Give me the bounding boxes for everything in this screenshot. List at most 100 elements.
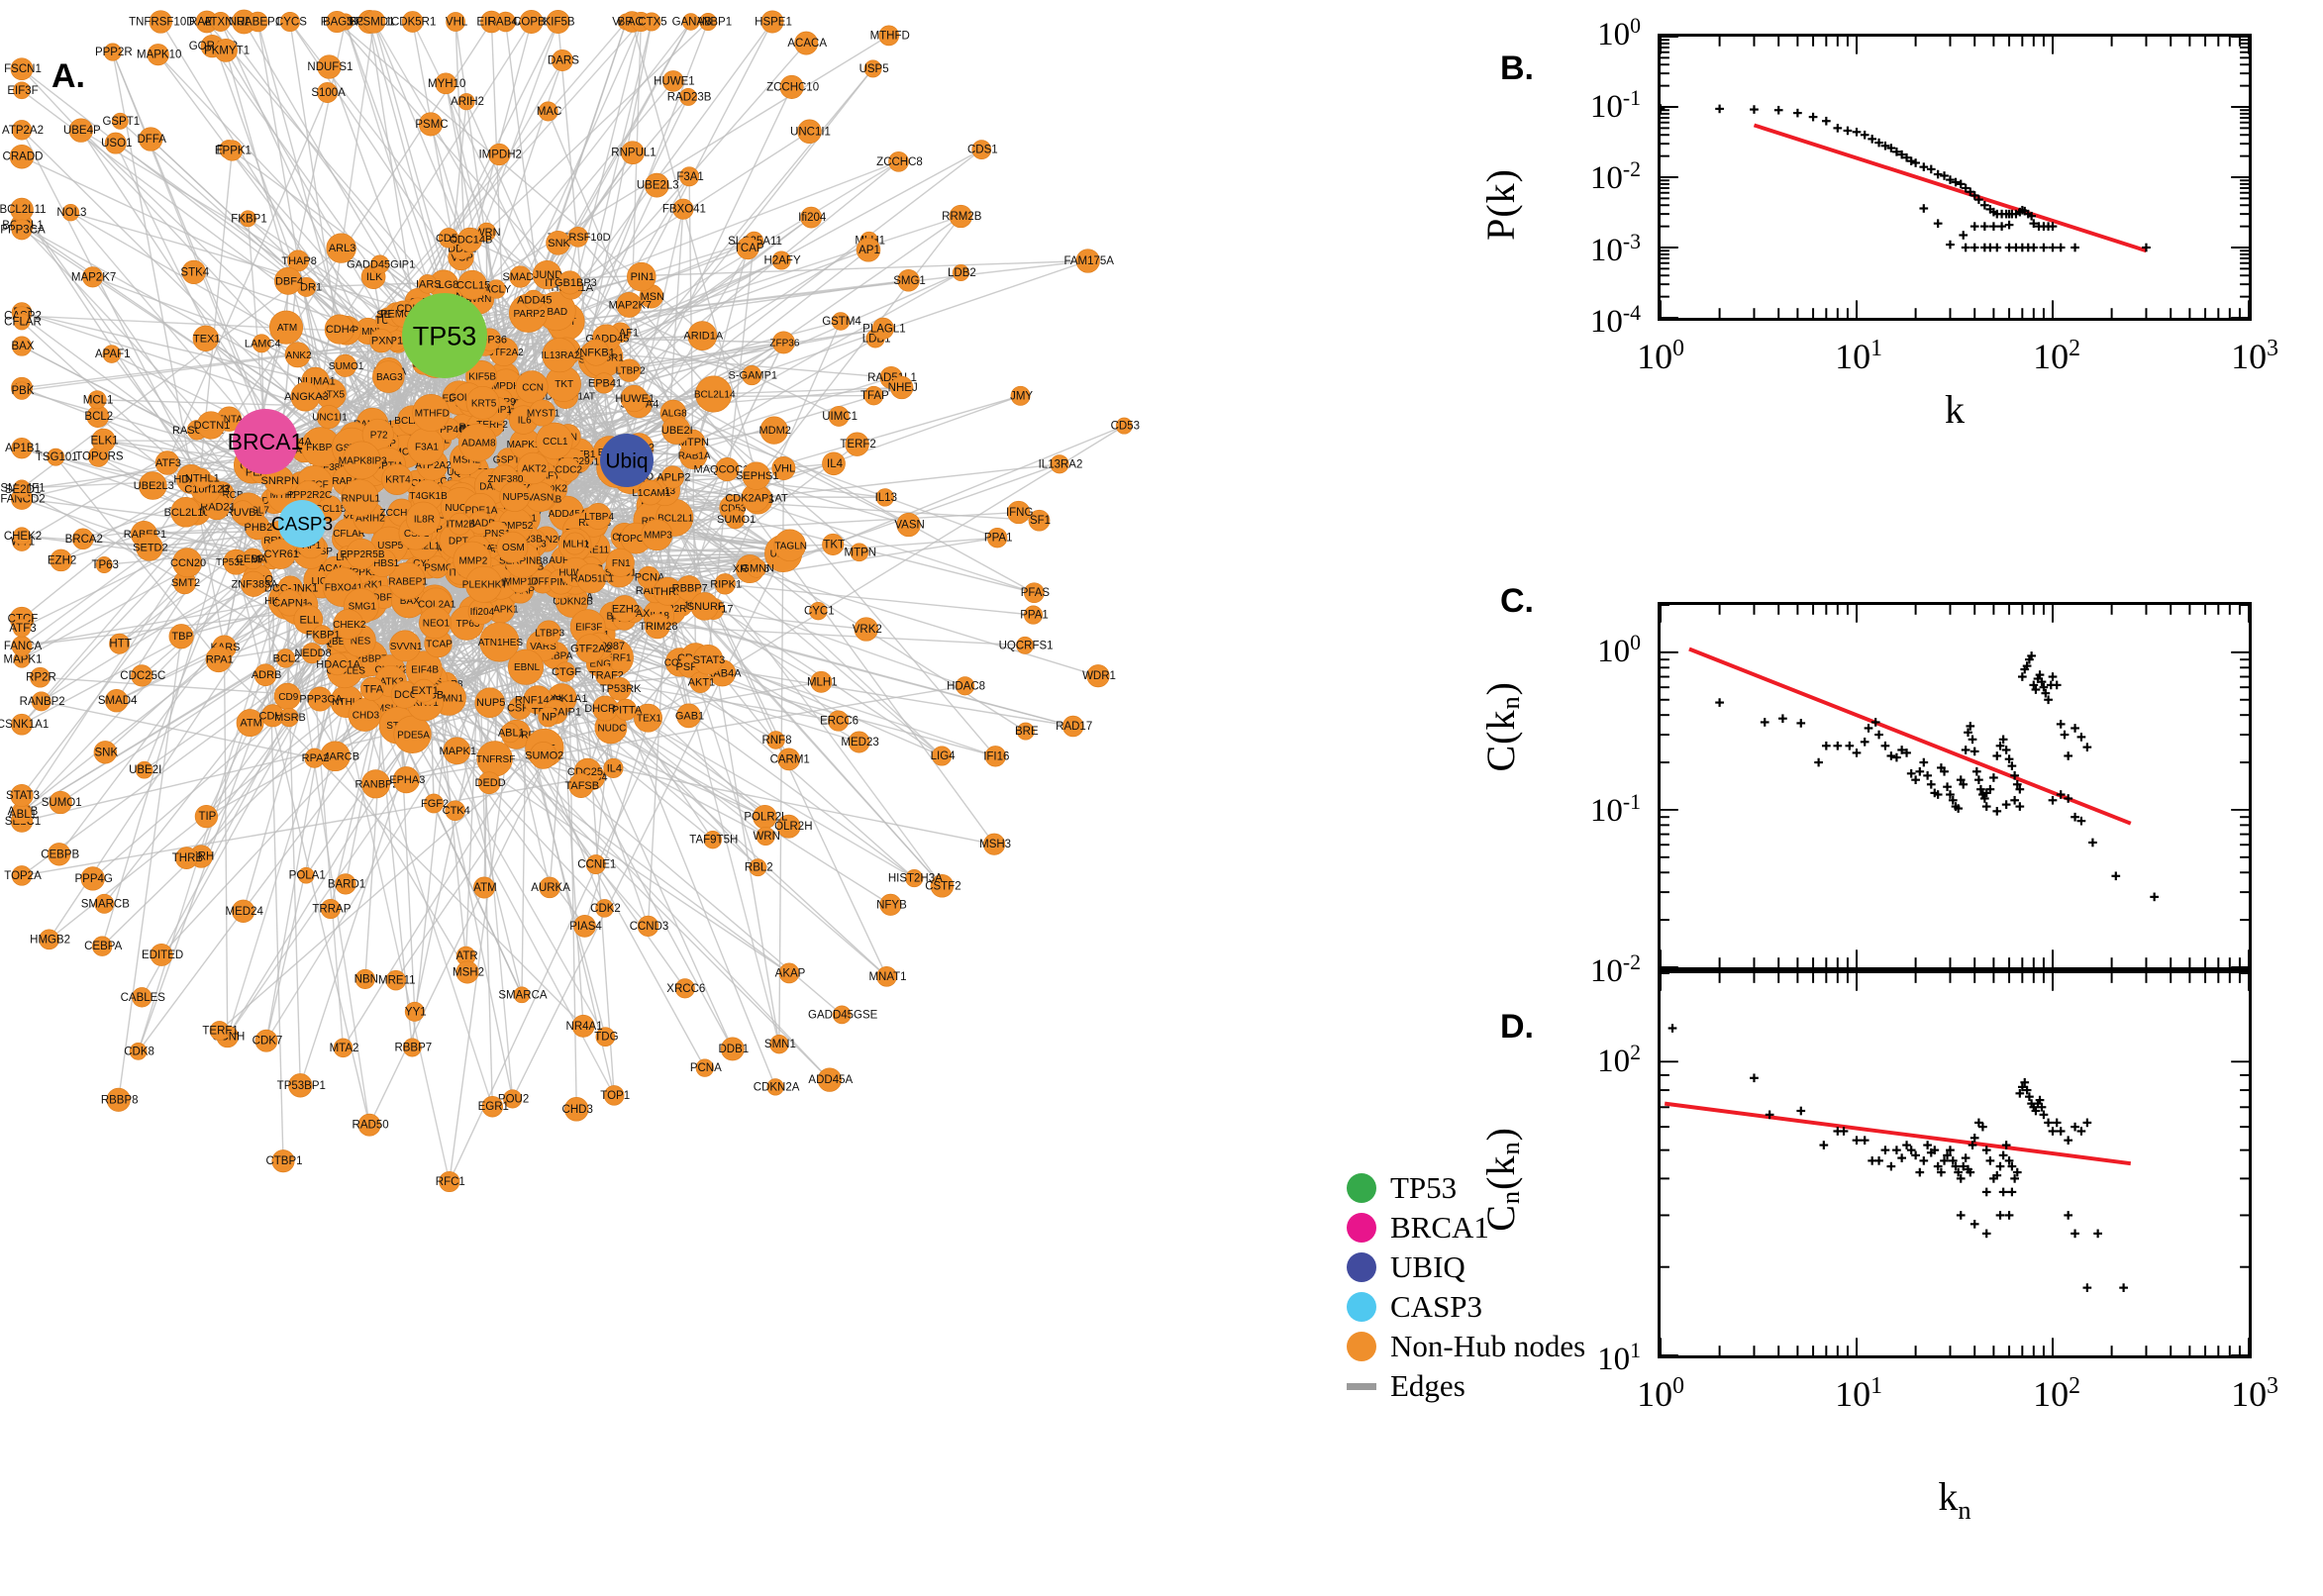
network-node-label: MAC	[537, 106, 562, 118]
hub-node-tp53[interactable]: TP53	[402, 293, 487, 378]
network-node-label: NP	[542, 712, 556, 724]
network-node-label: DARS	[548, 55, 579, 67]
network-node-label: RANBP2	[354, 778, 398, 790]
network-node	[139, 127, 163, 151]
network-node	[879, 893, 902, 916]
network-node-label: PNS1	[484, 529, 511, 540]
network-node	[529, 742, 557, 769]
network-node-label: NOL3	[56, 207, 86, 219]
network-node	[797, 119, 822, 145]
network-graph: MAGEL1DHCR24CDC14AARL3TAFSBGMAALG8RNF144…	[0, 9, 1140, 1193]
network-node-label: UNC1I1	[790, 126, 831, 138]
network-node	[760, 10, 784, 34]
network-node-label: TEX1	[193, 333, 221, 345]
hub-node-casp3[interactable]: CASP3	[271, 500, 333, 548]
network-node-label: SMAD3	[503, 271, 541, 283]
network-node-label: FBXO41	[325, 582, 363, 593]
hub-node-brca1[interactable]: BRCA1	[228, 409, 304, 474]
network-node-label: PIM1	[551, 577, 574, 588]
network-node-label: MRE11	[576, 545, 609, 555]
network-node	[725, 509, 746, 530]
network-node-label: RAD21	[200, 502, 235, 514]
network-node-label: TOPORS	[75, 451, 124, 463]
y-tick-label: 102	[1597, 1040, 1641, 1079]
network-node-label: PBK	[11, 385, 34, 397]
network-node-label: EPB41	[588, 377, 622, 389]
network-node-label: GAB1	[675, 710, 704, 722]
network-node	[971, 140, 992, 159]
network-node	[875, 488, 894, 507]
network-node	[465, 565, 503, 603]
network-node	[12, 381, 32, 400]
network-node	[412, 393, 451, 433]
network-node-label: RANBP2	[20, 696, 65, 708]
network-node	[983, 833, 1006, 855]
network-node-label: FKBP1	[231, 213, 266, 225]
network-node-label: RABEP1	[237, 17, 281, 29]
network-node	[603, 757, 624, 778]
network-node	[695, 375, 733, 413]
network-node	[1050, 454, 1069, 474]
network-node-label: ZCCHC10	[766, 81, 819, 93]
network-node	[389, 630, 422, 662]
network-node	[644, 172, 669, 198]
network-node	[150, 943, 173, 966]
network-node-label: BCL2L11	[0, 204, 47, 216]
legend-label-nonhub: Non-Hub nodes	[1390, 1329, 1586, 1363]
network-node	[95, 556, 113, 573]
network-node	[326, 652, 350, 676]
network-node-label: YY1	[405, 1006, 427, 1018]
network-node-label: GSTM4	[822, 316, 861, 328]
y-tick-label: 100	[1597, 14, 1641, 52]
network-node-label: CCL15	[456, 279, 490, 291]
network-node	[1028, 509, 1051, 532]
network-node-label: TOPORS	[616, 534, 657, 545]
y-tick-label: 10-3	[1589, 229, 1641, 268]
network-node-label: IL4	[607, 762, 622, 774]
network-node-label: CDK7	[252, 1036, 283, 1047]
network-node-label: BCL2	[84, 411, 113, 423]
network-node	[863, 385, 884, 406]
network-node	[11, 219, 33, 241]
network-node	[481, 1095, 504, 1118]
network-node	[401, 11, 424, 33]
network-node-label: PSMC	[415, 119, 448, 131]
panel-d-canvas	[1661, 973, 2249, 1355]
network-node	[538, 101, 558, 122]
network-node-label: PCNA	[690, 1062, 722, 1074]
network-node-label: VARS	[530, 642, 556, 652]
network-node-label: RNPUL1	[611, 148, 656, 159]
network-node	[771, 331, 795, 354]
network-node-label: WRN	[753, 831, 779, 843]
network-node-label: POLR2L	[744, 812, 788, 824]
y-tick-label: 10-2	[1589, 157, 1641, 196]
network-node-label: TRRAP	[312, 904, 351, 916]
network-node	[575, 634, 605, 663]
network-node-label: ANGKA3	[284, 391, 329, 403]
network-node	[341, 478, 379, 517]
network-node	[776, 814, 801, 839]
network-node-label: SMARCA	[498, 989, 548, 1001]
network-node-label: LDB2	[948, 267, 976, 279]
network-node	[848, 731, 870, 753]
network-node-label: SMG1	[893, 275, 926, 287]
network-node-label: RAD23B	[667, 91, 712, 103]
network-node-label: RP2R	[26, 672, 56, 684]
hub-node-ubiq[interactable]: Ubiq	[600, 434, 654, 487]
network-node-label: IMPDH2	[488, 381, 526, 392]
network-node-label: LIG4	[931, 750, 957, 762]
network-node-label: RBL2	[745, 862, 773, 874]
network-node-label: VASN	[894, 520, 924, 532]
network-node	[642, 12, 661, 32]
panel-b-plot: B. P(k) 100 10-1 10-2 10-3 10-4 100 101 102 103 …	[1456, 0, 2323, 582]
network-node-label: LTBP3	[535, 629, 564, 640]
network-node-label: AP1B1	[5, 443, 41, 454]
network-node	[616, 291, 643, 318]
network-node	[279, 11, 300, 33]
network-node	[627, 261, 656, 292]
network-node-label: ILK	[366, 271, 383, 283]
network-node	[419, 606, 452, 640]
network-node	[809, 602, 828, 621]
network-node	[92, 936, 113, 956]
network-node	[496, 531, 529, 563]
